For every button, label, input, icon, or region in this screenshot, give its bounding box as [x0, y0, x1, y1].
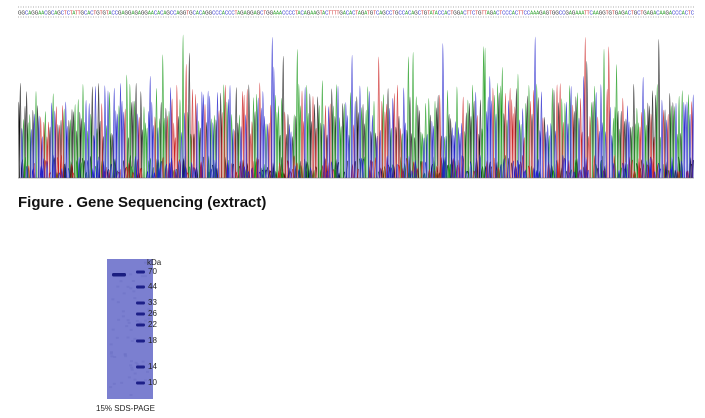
- gel-texture: [129, 273, 133, 276]
- gel-texture: [147, 317, 151, 320]
- chromatogram-trace-G: [18, 38, 694, 179]
- gel-marker-band: [136, 381, 145, 385]
- gel-texture: [133, 297, 137, 300]
- gel-texture: [144, 319, 147, 322]
- gel-texture: [133, 378, 137, 381]
- gel-marker-label: 18: [148, 336, 157, 345]
- gel-caption: 15% SDS-PAGE: [96, 404, 155, 413]
- gel-marker-label: 22: [148, 320, 157, 329]
- gel-texture: [111, 328, 115, 331]
- gel-texture: [143, 275, 147, 278]
- gel-texture: [130, 340, 134, 342]
- gel-texture: [133, 337, 137, 340]
- gel-texture: [109, 352, 113, 355]
- gel-texture: [126, 336, 130, 339]
- gel-texture: [150, 267, 153, 270]
- gel-texture: [123, 353, 127, 356]
- gel-marker-label: 44: [148, 282, 157, 291]
- gel-texture: [130, 368, 134, 371]
- gel-texture: [112, 382, 116, 385]
- gel-texture: [126, 285, 130, 288]
- gel-texture: [130, 360, 133, 363]
- gel-marker-band: [136, 301, 145, 305]
- gel-texture: [149, 325, 153, 328]
- gel-texture: [132, 290, 136, 293]
- gel-sample-band: [112, 273, 126, 277]
- gel-texture: [110, 351, 113, 354]
- gel-texture: [121, 315, 125, 318]
- sds-page-gel: [107, 259, 153, 399]
- gel-unit-label: kDa: [147, 258, 162, 267]
- chromatogram-trace-C: [20, 36, 694, 179]
- figure-caption: Figure . Gene Sequencing (extract): [18, 194, 267, 211]
- gel-texture: [134, 361, 138, 364]
- gel-texture: [109, 386, 113, 389]
- gel-texture: [115, 336, 119, 339]
- gel-texture: [121, 310, 125, 313]
- gel-texture: [127, 376, 131, 379]
- gel-texture: [125, 325, 129, 328]
- gel-texture: [120, 381, 124, 384]
- gel-background: [107, 259, 153, 399]
- gel-texture: [109, 343, 113, 346]
- gel-texture: [150, 313, 153, 316]
- gel-texture: [129, 287, 133, 290]
- gel-texture: [122, 292, 126, 295]
- gel-marker-label: 10: [148, 378, 157, 387]
- gel-marker-label: 26: [148, 309, 157, 318]
- gel-texture: [151, 286, 153, 289]
- gel-texture: [144, 379, 147, 382]
- gel-texture: [133, 372, 137, 375]
- gel-texture: [129, 364, 133, 367]
- gel-texture: [116, 301, 120, 304]
- gel-texture: [123, 353, 127, 356]
- gel-texture: [117, 318, 121, 321]
- gel-texture: [113, 356, 117, 358]
- gel-marker-band: [136, 312, 145, 316]
- gel-texture: [138, 321, 142, 324]
- gel-texture: [111, 298, 115, 301]
- gel-texture: [135, 320, 139, 322]
- gel-marker-label: 14: [148, 362, 157, 371]
- gel-marker-band: [136, 339, 145, 343]
- gel-texture: [131, 280, 135, 282]
- gel-marker-label: 70: [148, 267, 157, 276]
- gel-texture: [130, 366, 134, 369]
- gel-marker-band: [136, 323, 145, 327]
- sequence-text-strip: GGCAGGAACGCAGCTCTATTGCACTGTGTACCGAGGAGAG…: [18, 6, 694, 18]
- gel-texture: [124, 355, 128, 358]
- sequencing-chromatogram: [18, 34, 694, 179]
- gel-texture: [147, 308, 151, 311]
- gel-texture: [126, 319, 130, 322]
- gel-texture: [136, 363, 140, 366]
- gel-texture: [116, 285, 120, 288]
- gel-texture: [129, 328, 133, 331]
- gel-marker-band: [136, 270, 145, 274]
- gel-texture: [127, 321, 131, 324]
- gel-marker-label: 33: [148, 298, 157, 307]
- gel-texture: [144, 261, 147, 264]
- gel-texture: [110, 355, 114, 358]
- sequence-text: GGCAGGAACGCAGCTCTATTGCACTGTGTACCGAGGAGAG…: [18, 11, 694, 17]
- gel-marker-band: [136, 285, 145, 289]
- gel-marker-band: [136, 365, 145, 369]
- gel-texture: [140, 275, 144, 278]
- gel-texture: [146, 370, 149, 373]
- gel-texture: [119, 280, 123, 283]
- gel-texture: [129, 394, 133, 396]
- gel-texture: [141, 360, 145, 363]
